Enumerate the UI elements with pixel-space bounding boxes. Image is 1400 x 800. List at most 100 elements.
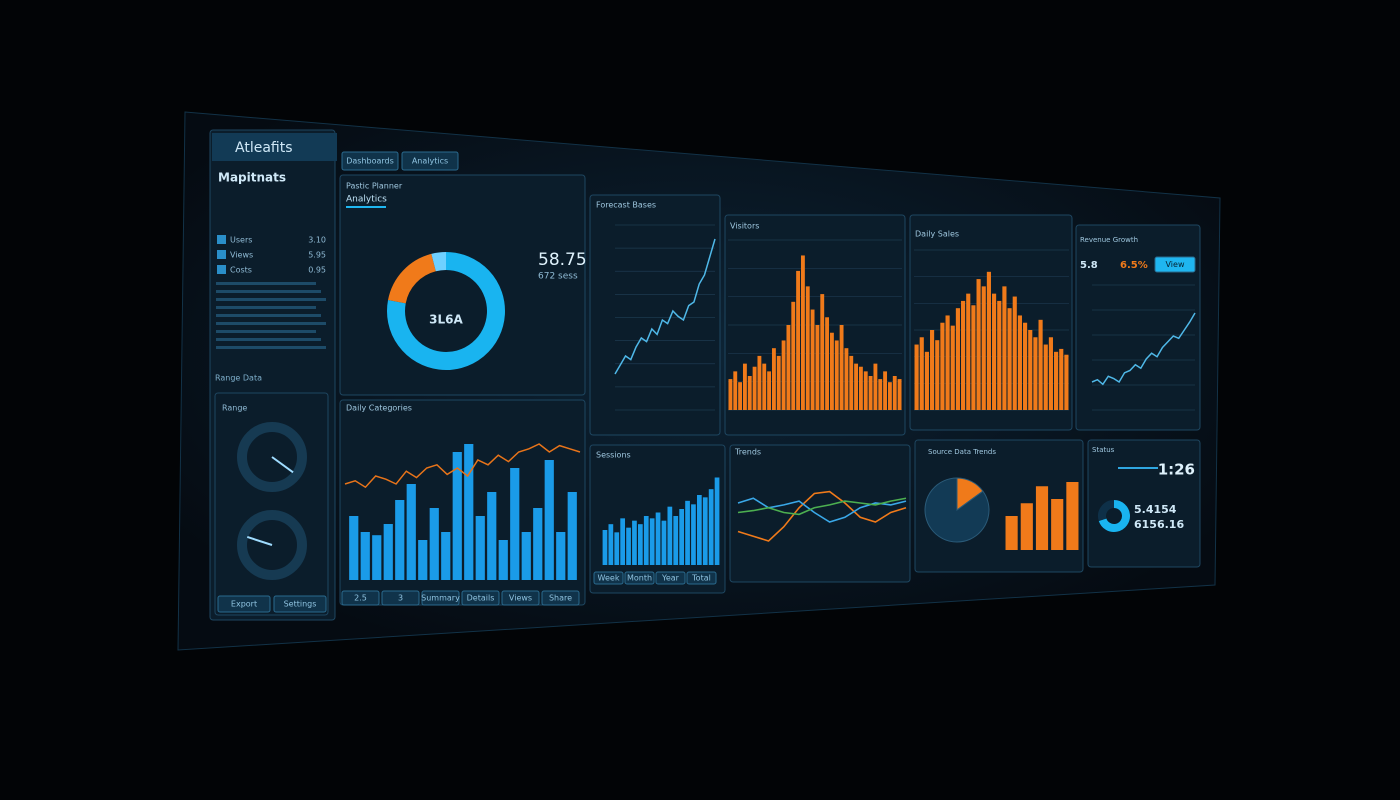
bar <box>1059 348 1064 410</box>
bar <box>643 516 649 565</box>
text-line <box>216 338 321 341</box>
bar <box>805 286 810 410</box>
bar <box>747 376 752 410</box>
text-line <box>216 346 326 349</box>
button[interactable] <box>541 590 580 606</box>
panel-title: Visitors <box>730 222 759 231</box>
gauge-title: Range <box>222 404 247 413</box>
bar <box>981 286 986 410</box>
button[interactable] <box>341 590 380 606</box>
donut-center: 3L6A <box>429 313 463 327</box>
gauge-needle <box>271 456 294 474</box>
button[interactable] <box>501 590 540 606</box>
text-line <box>216 322 326 325</box>
button-label: Views <box>509 594 532 603</box>
bar <box>667 506 673 565</box>
bar <box>533 508 543 580</box>
button[interactable] <box>686 571 717 585</box>
bar <box>1035 486 1049 550</box>
button-label: Analytics <box>412 157 448 166</box>
panel <box>729 444 911 583</box>
button[interactable] <box>421 590 460 606</box>
bar <box>510 468 520 580</box>
text-line <box>216 298 326 301</box>
button[interactable] <box>341 151 399 171</box>
button[interactable] <box>1154 256 1196 273</box>
button[interactable] <box>217 595 271 613</box>
bar <box>1054 351 1059 410</box>
app-title: Atleafits <box>235 140 293 156</box>
button[interactable] <box>593 571 624 585</box>
button[interactable] <box>461 590 500 606</box>
button[interactable] <box>381 590 420 606</box>
bar <box>883 371 888 410</box>
bar <box>914 344 919 410</box>
ring-segment <box>1098 500 1115 521</box>
bar <box>464 444 474 580</box>
bar <box>762 363 767 410</box>
button[interactable] <box>655 571 686 585</box>
bar <box>868 376 873 410</box>
bar <box>1012 296 1017 410</box>
bar <box>418 540 428 580</box>
bar <box>858 366 863 410</box>
text-line <box>216 290 321 293</box>
panel-title: Revenue Growth <box>1080 236 1138 244</box>
button-label: Export <box>231 600 257 609</box>
heading: Mapitnats <box>218 171 286 185</box>
bar <box>950 325 955 410</box>
bar <box>714 477 720 565</box>
panel-title: Pastic Planner <box>346 182 403 191</box>
bar <box>708 489 714 565</box>
bar <box>815 325 820 410</box>
bar <box>919 337 924 410</box>
bar <box>498 540 508 580</box>
bar <box>849 355 854 410</box>
bar <box>360 532 370 580</box>
bar <box>781 340 786 410</box>
bar <box>1048 337 1053 410</box>
bar <box>429 508 439 580</box>
bar <box>728 379 733 410</box>
line <box>737 490 907 542</box>
button-label: Week <box>598 574 620 583</box>
bar <box>626 527 631 565</box>
bar <box>961 300 966 410</box>
bar <box>521 532 531 580</box>
bar <box>1005 516 1018 550</box>
bar <box>878 379 883 410</box>
kpi-value: 6.5% <box>1120 260 1148 271</box>
button[interactable] <box>624 571 655 585</box>
bar <box>702 497 708 565</box>
bar <box>863 371 868 410</box>
panel-title: Sessions <box>596 451 631 460</box>
button-label: Total <box>691 574 711 583</box>
bar <box>935 340 940 410</box>
bar <box>1064 354 1069 410</box>
kpi-value: 58.75 <box>538 250 587 270</box>
bar <box>800 255 805 410</box>
bar <box>349 516 359 580</box>
button[interactable] <box>273 595 327 613</box>
panel-title: Source Data Trends <box>928 448 996 456</box>
bar <box>1017 315 1022 410</box>
bar <box>1028 330 1033 410</box>
bar <box>696 495 702 565</box>
bar <box>649 518 655 565</box>
bar <box>487 492 497 580</box>
button-label: Summary <box>421 594 460 603</box>
bar <box>406 484 416 580</box>
bar <box>733 371 738 410</box>
ring-segment <box>431 252 447 272</box>
panel-title: Daily Sales <box>915 230 959 239</box>
text-line <box>216 330 316 333</box>
title-bar <box>212 133 337 161</box>
line <box>1091 312 1196 386</box>
bar <box>1051 499 1064 550</box>
bar <box>971 305 976 410</box>
bar <box>673 516 679 565</box>
bar <box>685 500 690 565</box>
button[interactable] <box>401 151 459 171</box>
bar <box>661 520 667 565</box>
bar <box>372 535 382 580</box>
